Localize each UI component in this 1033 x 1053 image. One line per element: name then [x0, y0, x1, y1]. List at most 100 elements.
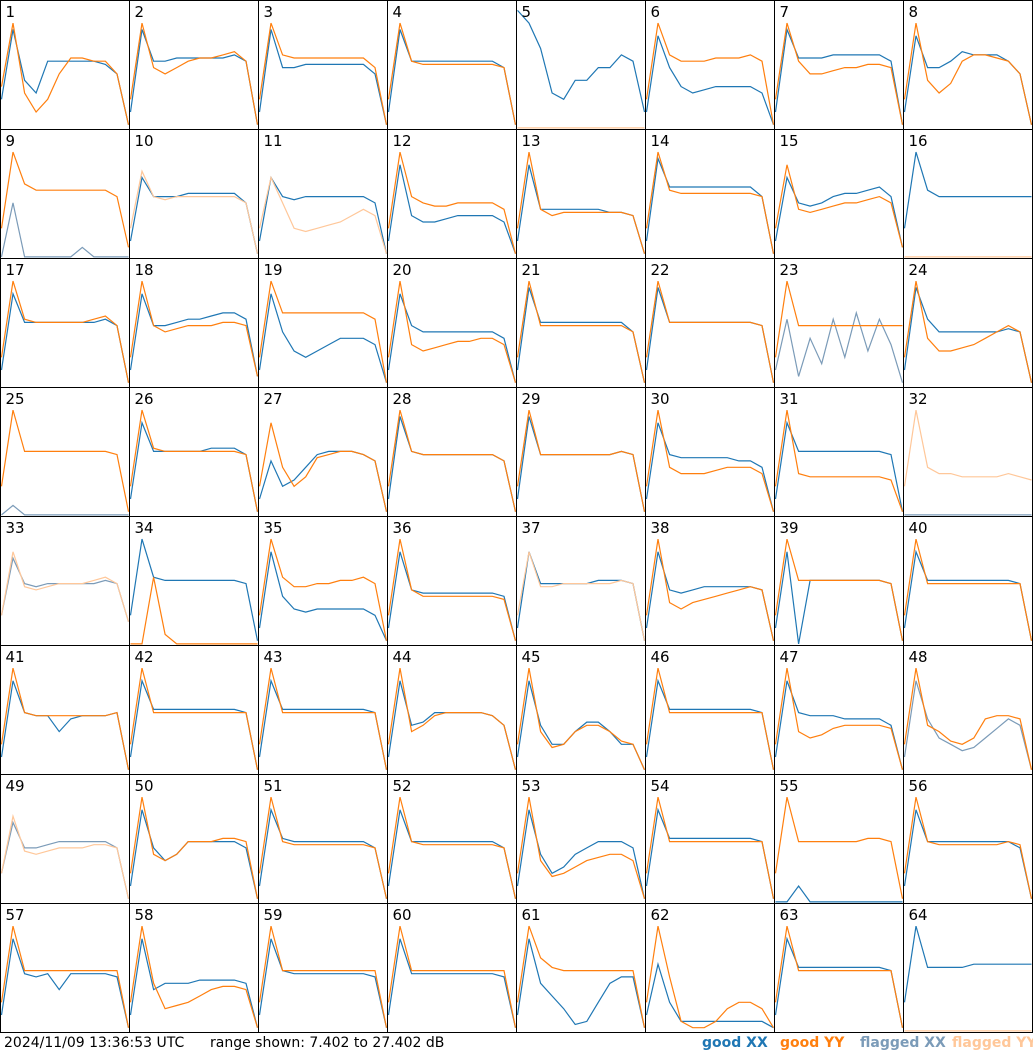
panel-label: 58	[135, 906, 154, 924]
panel-label: 46	[651, 648, 670, 666]
panel-label: 43	[264, 648, 283, 666]
legend-entry: good XX	[702, 1035, 768, 1051]
panel-label: 2	[135, 3, 145, 21]
spectrum-line	[387, 280, 517, 383]
panel-label: 47	[780, 648, 799, 666]
panel-label: 44	[393, 648, 412, 666]
panel-label: 1	[6, 3, 16, 21]
spectrum-line	[387, 164, 517, 254]
panel-label: 19	[264, 261, 283, 279]
spectrum-line	[645, 280, 775, 383]
panel-label: 15	[780, 132, 799, 150]
spectrum-line	[774, 22, 904, 125]
spectrum-line	[387, 409, 517, 512]
spectrum-line	[258, 796, 388, 899]
panel-label: 60	[393, 906, 412, 924]
spectrum-line	[129, 667, 259, 770]
panel-label: 9	[6, 132, 16, 150]
spectrum-line	[645, 667, 775, 770]
spectrum-line	[903, 409, 1032, 487]
panel-label: 62	[651, 906, 670, 924]
panel-label: 38	[651, 519, 670, 537]
panel-label: 4	[393, 3, 403, 21]
spectrum-line	[903, 287, 1033, 383]
spectrum-line	[387, 938, 517, 1028]
panel-label: 28	[393, 390, 412, 408]
panel-label: 16	[909, 132, 928, 150]
range-text: range shown: 7.402 to 27.402 dB	[210, 1035, 444, 1051]
legend-entry: good YY	[780, 1035, 845, 1051]
panel-label: 3	[264, 3, 274, 21]
spectrum-line	[130, 577, 258, 645]
spectrum-line	[903, 680, 1033, 770]
spectrum-line	[387, 925, 517, 1028]
spectrum-line	[774, 538, 904, 641]
spectrum-line	[387, 293, 517, 383]
spectrum-line	[516, 667, 646, 770]
panel-label: 56	[909, 777, 928, 795]
panel-label: 34	[135, 519, 154, 537]
spectrum-line	[774, 925, 904, 1028]
spectrum-line	[516, 938, 646, 1028]
panel-label: 6	[651, 3, 661, 21]
panel-label: 42	[135, 648, 154, 666]
spectrum-line	[645, 422, 775, 512]
spectrum-line	[258, 280, 388, 383]
panel-label: 35	[264, 519, 283, 537]
panel-label: 14	[651, 132, 670, 150]
spectrum-line	[258, 667, 388, 770]
panel-label: 52	[393, 777, 412, 795]
spectrum-line	[0, 202, 129, 258]
spectrum-line	[258, 551, 388, 641]
spectrum-line	[129, 409, 259, 512]
spectrum-line	[774, 164, 904, 248]
panel-label: 53	[522, 777, 541, 795]
panel-label: 11	[264, 132, 283, 150]
panel-label: 54	[651, 777, 670, 795]
spectrum-line	[258, 29, 388, 125]
spectrum-line	[516, 925, 646, 1028]
panel-label: 23	[780, 261, 799, 279]
panel-label: 30	[651, 390, 670, 408]
panel-label: 36	[393, 519, 412, 537]
spectrum-line	[258, 925, 388, 1028]
panel-label: 31	[780, 390, 799, 408]
spectrum-line	[516, 551, 646, 641]
panel-label: 37	[522, 519, 541, 537]
spectrum-line	[774, 280, 903, 358]
spectrum-line	[903, 796, 1033, 899]
spectrum-line	[903, 667, 1033, 770]
panel-label: 48	[909, 648, 928, 666]
spectrum-line	[0, 938, 130, 1028]
panel-label: 18	[135, 261, 154, 279]
spectrum-line	[129, 22, 259, 125]
spectrum-line	[258, 175, 388, 254]
panel-label: 57	[6, 906, 25, 924]
panel-label: 5	[522, 3, 532, 21]
spectrum-line	[129, 796, 259, 899]
panel-label: 61	[522, 906, 541, 924]
spectrum-line	[0, 813, 130, 899]
spectrum-line	[516, 409, 646, 512]
spectrum-line	[387, 796, 517, 899]
spectrum-line	[1, 504, 129, 516]
panel-label: 41	[6, 648, 25, 666]
panel-label: 7	[780, 3, 790, 21]
legend-entry: flagged YY	[952, 1035, 1033, 1051]
panel-label: 26	[135, 390, 154, 408]
spectrum-line	[774, 667, 904, 770]
panel-label: 45	[522, 648, 541, 666]
panel-label: 39	[780, 519, 799, 537]
spectrum-line	[903, 280, 1033, 383]
panel-label: 33	[6, 519, 25, 537]
panel-label: 51	[264, 777, 283, 795]
panel-label: 8	[909, 3, 919, 21]
legend-entry: flagged XX	[860, 1035, 946, 1051]
spectrum-line	[258, 538, 388, 641]
spectrum-line	[517, 9, 646, 113]
panel-label: 13	[522, 132, 541, 150]
panel-label: 20	[393, 261, 412, 279]
timestamp: 2024/11/09 13:36:53 UTC	[4, 1035, 184, 1051]
spectrum-line	[0, 925, 130, 1028]
